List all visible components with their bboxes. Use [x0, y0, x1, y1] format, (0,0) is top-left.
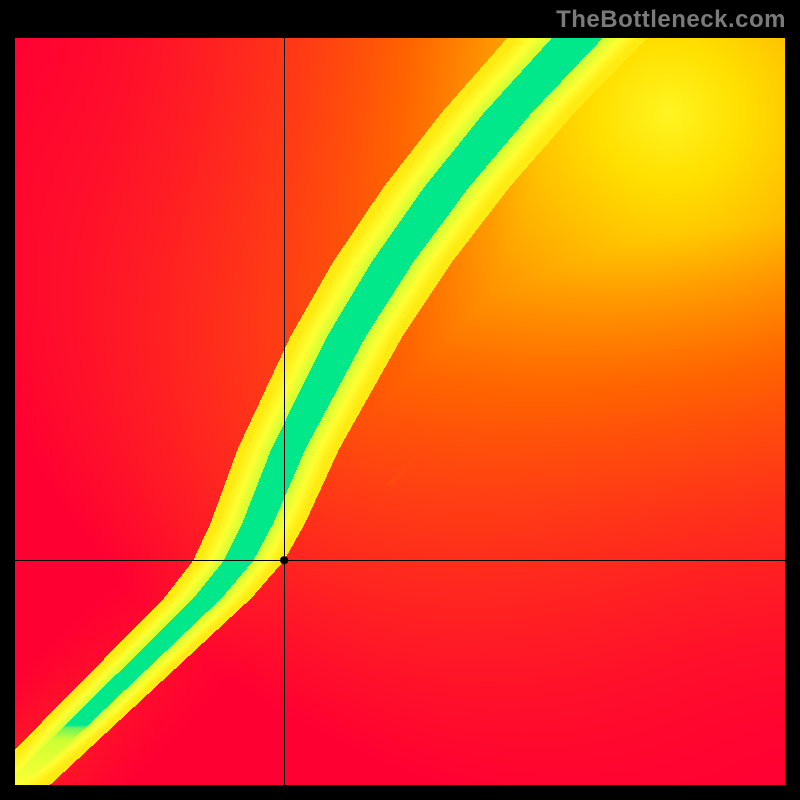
- heatmap-plot: [15, 38, 785, 785]
- chart-container: TheBottleneck.com: [0, 0, 800, 800]
- watermark-text: TheBottleneck.com: [556, 6, 786, 34]
- heatmap-canvas: [15, 38, 785, 785]
